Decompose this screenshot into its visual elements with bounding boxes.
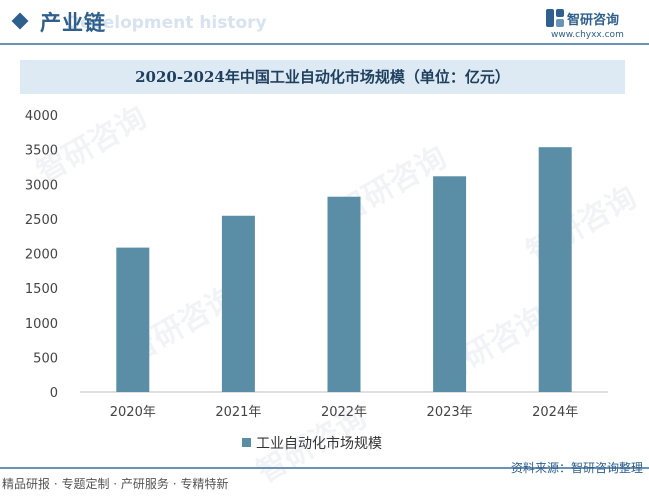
header-divider [0,43,649,45]
section-ghost-text: Development history [66,13,267,33]
y-tick-label: 2500 [25,213,58,228]
legend-label: 工业自动化市场规模 [256,436,382,452]
y-tick-label: 3000 [25,178,58,193]
brand-url[interactable]: www.chyxx.com [551,30,624,40]
y-tick-label: 1000 [25,317,58,332]
y-tick-label: 2000 [25,248,58,263]
x-tick-label: 2021年 [215,405,261,420]
bar [538,147,572,392]
chart-title-band: 2020-2024年中国工业自动化市场规模（单位：亿元） [20,60,625,94]
x-tick-label: 2022年 [321,405,367,420]
chart-title: 2020-2024年中国工业自动化市场规模（单位：亿元） [135,68,510,86]
brand-logo-icon [546,9,564,27]
y-tick-label: 0 [50,386,58,401]
bar [221,215,255,392]
brand[interactable]: 智研咨询 www.chyxx.com [545,8,637,44]
x-tick-label: 2024年 [532,405,578,420]
y-tick-label: 1500 [25,282,58,297]
y-tick-label: 4000 [25,109,58,124]
y-tick-label: 3500 [25,144,58,159]
brand-name: 智研咨询 [567,13,620,28]
bar-chart: 0 500 1000 1500 2000 2500 3000 3500 4000 2020年 202… [25,109,608,420]
bar [327,196,361,392]
footer-divider [0,467,649,469]
x-tick-label: 2023年 [427,405,473,420]
header: Development history 产业链 智研咨询 www.chyxx.c… [0,0,649,50]
x-tick-label: 2020年 [110,405,156,420]
footer-services: 精品研报 · 专题定制 · 产研服务 · 专精特新 [2,477,229,491]
bar [116,247,150,392]
footer-source: 资料来源：智研咨询整理 [510,461,643,475]
section-title: 产业链 [40,11,106,35]
bar [433,176,467,392]
legend-swatch [242,438,251,447]
y-tick-label: 500 [33,351,58,366]
diamond-icon [11,12,29,30]
